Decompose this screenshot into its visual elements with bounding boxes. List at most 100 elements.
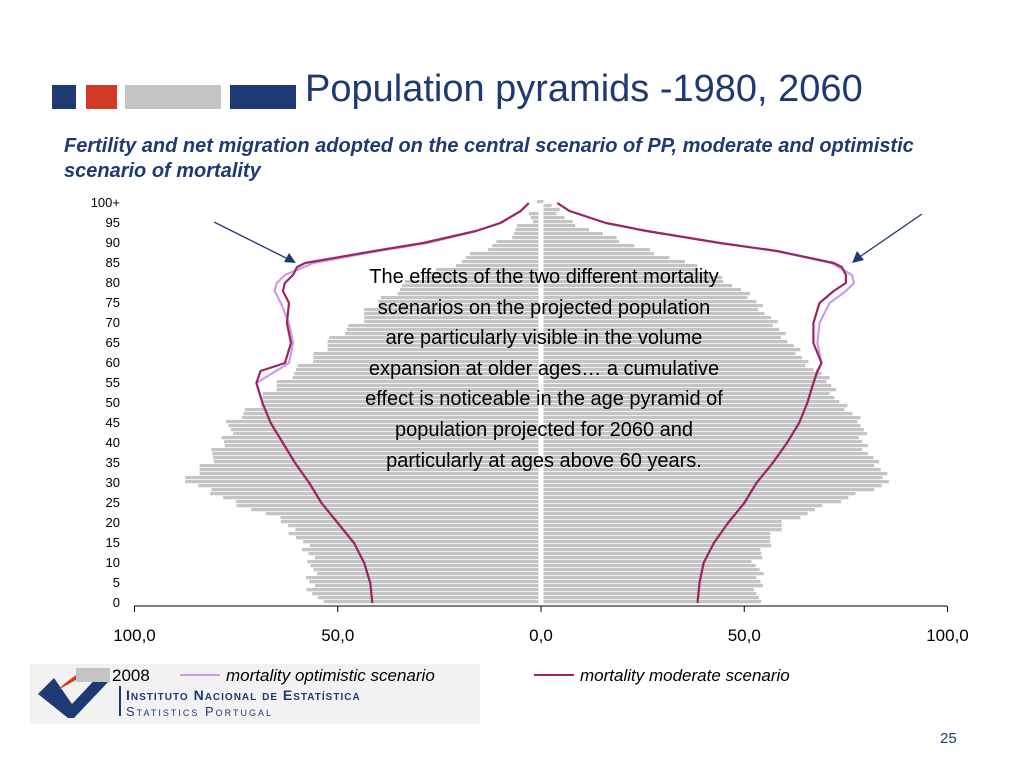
bar-2008-left-age-2: [312, 592, 541, 596]
bar-2008-right-age-64: [541, 344, 794, 348]
bar-2008-right-age-82: [541, 272, 711, 276]
bar-2008-left-age-35: [213, 460, 541, 464]
header-bar-blue: [230, 85, 296, 109]
y-axis-ticks: 0 5 10 15 20 25 30 35 40 45 50 55 60 65 70 75 80 85 90 95 10…: [91, 195, 120, 610]
bar-2008-left-age-95: [532, 220, 541, 224]
bar-2008-left-age-76: [380, 296, 541, 300]
bar-2008-left-age-14: [309, 544, 541, 548]
bar-2008-right-age-27: [541, 492, 856, 496]
bar-2008-right-age-12: [541, 552, 762, 556]
bar-2008-right-age-85: [541, 260, 685, 264]
y-tick-label-60: 60: [106, 355, 120, 370]
bar-2008-left-age-56: [292, 376, 541, 380]
bar-2008-left-age-31: [185, 476, 541, 480]
bar-2008-left-age-0: [323, 600, 541, 604]
bar-2008-right-age-62: [541, 352, 796, 356]
bar-2008-right-age-53: [541, 388, 837, 392]
bar-2008-right-age-94: [541, 224, 576, 228]
bar-2008-right-age-36: [541, 456, 874, 460]
bar-2008-right-age-69: [541, 324, 773, 328]
logo-checkmark-shape: [38, 672, 110, 718]
bar-2008-left-age-80: [404, 280, 541, 284]
bar-2008-right-age-59: [541, 364, 806, 368]
y-tick-label-10: 10: [106, 555, 120, 570]
bar-2008-right-age-93: [541, 228, 589, 232]
logo-text-line1: Instituto Nacional de Estatística: [126, 687, 361, 703]
bar-2008-left-age-62: [313, 352, 541, 356]
bar-2008-right-age-31: [541, 476, 883, 480]
bar-2008-right-age-40: [541, 440, 863, 444]
bar-2008-right-age-15: [541, 540, 771, 544]
bar-2008-left-age-77: [397, 292, 541, 296]
bar-2008-left-age-13: [301, 548, 541, 552]
bar-2008-right-age-81: [541, 276, 723, 280]
bar-2008-left-age-4: [314, 584, 541, 588]
bar-2008-left-age-45: [225, 420, 541, 424]
bar-2008-left-age-82: [430, 272, 541, 276]
bar-2008-right-age-19: [541, 524, 782, 528]
bar-2008-left-age-61: [313, 356, 541, 360]
bar-2008-left-age-48: [245, 408, 541, 412]
bar-2008-right-age-65: [541, 340, 788, 344]
header-bar-gray: [125, 85, 221, 109]
bar-2008-left-age-51: [262, 396, 541, 400]
bar-2008-left-age-25: [236, 500, 541, 504]
bar-2008-right-age-16: [541, 536, 771, 540]
chart-annotation: The effects of the two different mortali…: [365, 266, 723, 472]
header-square-red: [86, 85, 117, 109]
bar-2008-right-age-47: [541, 412, 853, 416]
legend-swatch-optimistic: [180, 674, 220, 676]
x-tick-label-0: 100,0: [113, 626, 156, 645]
bar-2008-left-age-85: [461, 260, 541, 264]
bar-2008-right-age-96: [541, 216, 565, 220]
bar-2008-right-age-44: [541, 424, 861, 428]
bar-2008-right-age-11: [541, 556, 763, 560]
bar-2008-left-age-52: [262, 392, 541, 396]
y-tick-label-100: 100+: [91, 195, 120, 210]
bar-2008-right-age-43: [541, 428, 864, 432]
bar-2008-left-age-90: [496, 240, 541, 244]
bar-2008-left-age-43: [230, 428, 541, 432]
bar-2008-right-age-63: [541, 348, 801, 352]
annotation-arrowhead-right: [852, 251, 864, 263]
bar-2008-right-age-54: [541, 384, 832, 388]
bar-2008-left-age-91: [512, 236, 541, 240]
bar-2008-right-age-50: [541, 400, 840, 404]
bar-2008-left-age-32: [199, 472, 542, 476]
bar-2008-right-age-6: [541, 576, 757, 580]
bar-2008-left-age-15: [303, 540, 541, 544]
bar-2008-right-age-7: [541, 572, 764, 576]
bar-2008-left-age-96: [530, 216, 541, 220]
bar-2008-left-age-60: [313, 360, 541, 364]
y-tick-label-55: 55: [106, 375, 120, 390]
bar-2008-right-age-92: [541, 232, 603, 236]
bar-2008-left-age-26: [223, 496, 541, 500]
y-tick-label-65: 65: [106, 335, 120, 350]
bar-2008-left-age-29: [198, 484, 541, 488]
bar-2008-left-age-23: [251, 508, 541, 512]
bar-2008-right-age-17: [541, 532, 771, 536]
bar-2008-left-age-17: [288, 532, 541, 536]
y-tick-label-50: 50: [106, 395, 120, 410]
y-tick-label-95: 95: [106, 215, 120, 230]
bar-2008-left-age-97: [528, 212, 541, 216]
bar-2008-left-age-10: [307, 560, 541, 564]
bar-2008-right-age-18: [541, 528, 782, 532]
bar-2008-right-age-39: [541, 444, 868, 448]
bar-2008-left-age-30: [185, 480, 541, 484]
x-tick-label-4: 100,0: [926, 626, 969, 645]
bar-2008-right-age-95: [541, 220, 573, 224]
bar-2008-right-age-79: [541, 284, 733, 288]
line-moderate-left: [255, 202, 530, 604]
bar-2008-right-age-48: [541, 408, 845, 412]
bar-2008-right-age-8: [541, 568, 760, 572]
bar-2008-right-age-4: [541, 584, 763, 588]
bar-2008-left-age-49: [260, 404, 541, 408]
bar-2008-left-age-58: [295, 368, 541, 372]
bar-2008-left-age-64: [327, 344, 541, 348]
bar-2008-left-age-59: [297, 364, 541, 368]
line-moderate-right: [556, 202, 848, 604]
bar-2008-right-age-5: [541, 580, 761, 584]
bar-2008-left-age-70: [364, 320, 541, 324]
bar-2008-right-age-74: [541, 304, 763, 308]
